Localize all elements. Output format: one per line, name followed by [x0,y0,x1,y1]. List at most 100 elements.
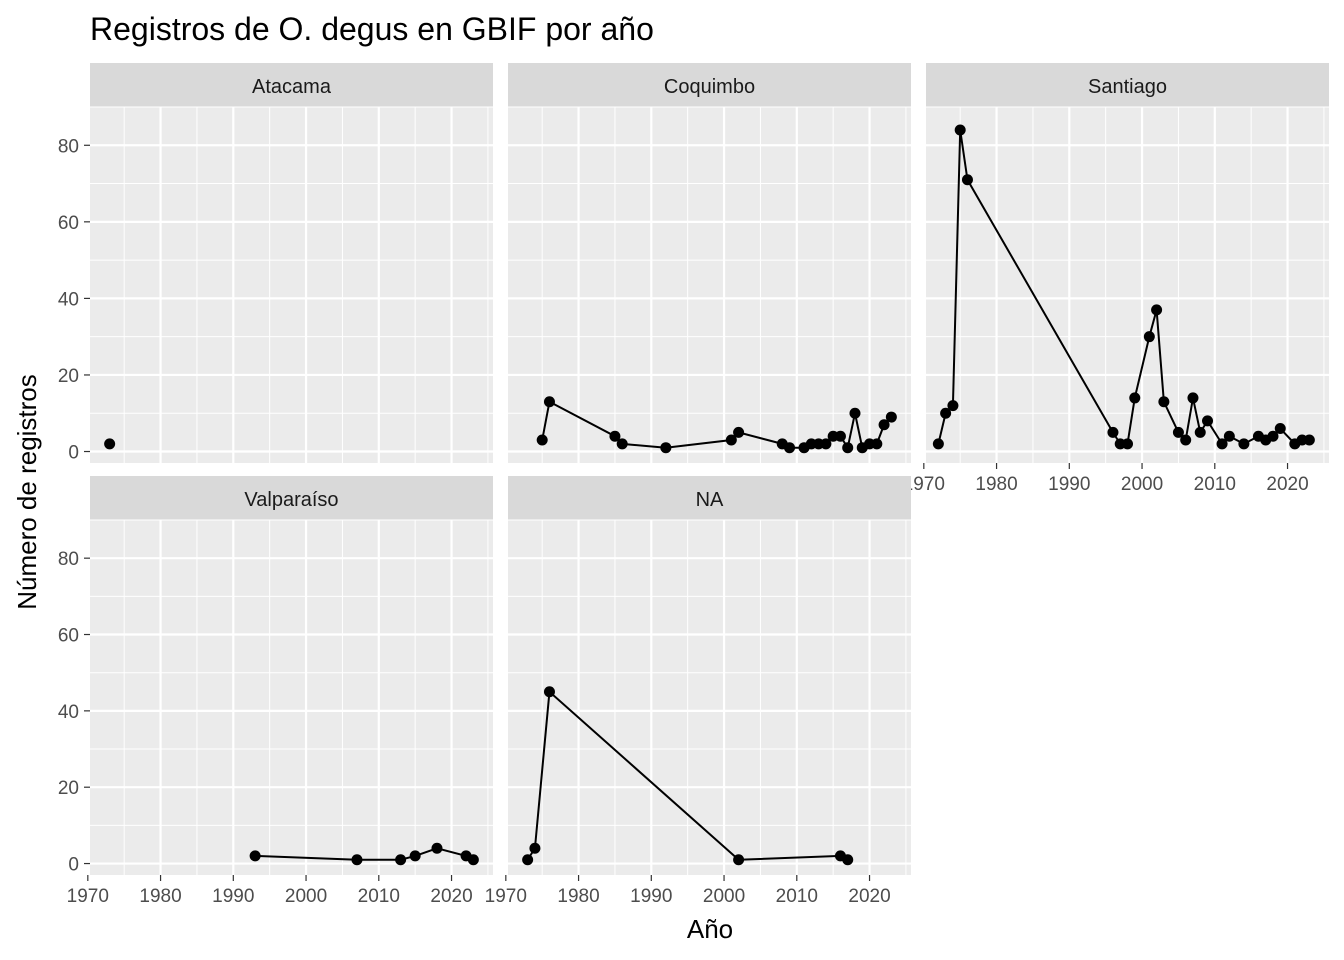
x-tick-label: 2020 [1266,474,1308,495]
data-point [1180,434,1192,446]
data-point [1129,392,1141,404]
facet-strip [926,63,1329,107]
data-point [660,442,672,454]
data-point [834,430,846,442]
facet-label: Santiago [1088,76,1167,98]
data-point [104,438,116,450]
data-point [1187,392,1199,404]
data-point [1238,438,1250,450]
y-tick-label: 80 [58,549,79,570]
data-point [842,442,854,454]
x-tick-label: 1990 [212,886,254,907]
panel-background [508,520,911,875]
facet-panel: Atacama 0 20 40 60 80 [58,63,493,464]
x-tick-label: 2020 [430,886,472,907]
x-tick-label: 1980 [139,886,181,907]
data-point [609,430,621,442]
y-axis-title: Número de registros [12,374,42,610]
x-tick-label: 2010 [358,886,400,907]
x-tick-label: 1980 [557,886,599,907]
facet-panels: Atacama 0 20 40 60 80 Coquimbo Santiago 1970 1980… [58,63,1329,907]
data-point [1194,426,1206,438]
data-point [954,124,966,136]
facet-panel: Coquimbo [504,63,911,463]
data-point [522,854,534,866]
data-point [1274,423,1286,435]
facet-strip [90,476,493,520]
y-tick-label: 0 [68,855,79,876]
x-tick-label: 2000 [285,886,327,907]
x-tick-label: 2010 [776,886,818,907]
y-tick-label: 40 [58,289,79,310]
facet-label: Coquimbo [664,76,755,98]
x-tick-label: 1990 [630,886,672,907]
data-point [940,407,952,419]
y-tick-label: 20 [58,366,79,387]
data-point [820,438,832,450]
data-point [1267,430,1279,442]
data-point [431,842,443,854]
y-tick-label: 60 [58,213,79,234]
data-point [733,426,745,438]
data-point [961,174,973,186]
facet-label: NA [696,489,724,511]
y-tick-label: 40 [58,702,79,723]
chart-title: Registros de O. degus en GBIF por año [90,11,654,47]
data-point [467,854,479,866]
facet-panel: NA 1970 1980 1990 2000 2010 2020 [485,476,911,907]
facet-label: Atacama [252,76,332,98]
y-tick-label: 0 [68,443,79,464]
data-point [409,850,421,862]
facet-strip [90,63,493,107]
facet-strip [508,63,911,107]
x-tick-label: 1990 [1048,474,1090,495]
x-axis-title: Año [687,914,733,944]
data-point [1303,434,1315,446]
data-point [543,686,555,698]
data-point [849,407,861,419]
facet-label: Valparaíso [244,489,338,511]
facet-panel: Santiago 1970 1980 1990 2000 2010 2020 [903,63,1329,495]
data-point [947,400,959,412]
data-point [543,396,555,408]
facet-panel: Valparaíso 1970 1980 1990 2000 2010 2020 0 20 40 6… [58,476,493,907]
panel-background [508,107,911,463]
panel-background [926,107,1329,463]
data-point [249,850,261,862]
data-point [885,411,897,423]
data-point [1107,426,1119,438]
data-point [1143,331,1155,343]
data-point [1216,438,1228,450]
data-point [932,438,944,450]
y-tick-label: 20 [58,778,79,799]
panel-background [90,520,493,875]
facet-strip [508,476,911,520]
data-point [351,854,363,866]
data-point [784,442,796,454]
x-tick-label: 2000 [703,886,745,907]
data-point [1202,415,1214,427]
data-point [733,854,745,866]
data-point [536,434,548,446]
x-tick-label: 2020 [848,886,890,907]
data-point [529,842,541,854]
data-point [1122,438,1133,450]
data-point [878,419,890,431]
data-point [871,438,883,450]
x-tick-label: 2000 [1121,474,1163,495]
data-point [1172,426,1184,438]
y-tick-label: 80 [58,136,79,157]
y-tick-label: 60 [58,626,79,647]
data-point [395,854,407,866]
x-tick-label: 1970 [485,886,527,907]
x-tick-label: 2010 [1194,474,1236,495]
x-tick-label: 1970 [67,886,109,907]
x-tick-label: 1980 [975,474,1017,495]
x-tick-label: 1970 [903,474,945,495]
data-point [1158,396,1170,408]
data-point [616,438,628,450]
panel-background [90,107,493,463]
data-point [1151,304,1163,316]
data-point [842,854,854,866]
